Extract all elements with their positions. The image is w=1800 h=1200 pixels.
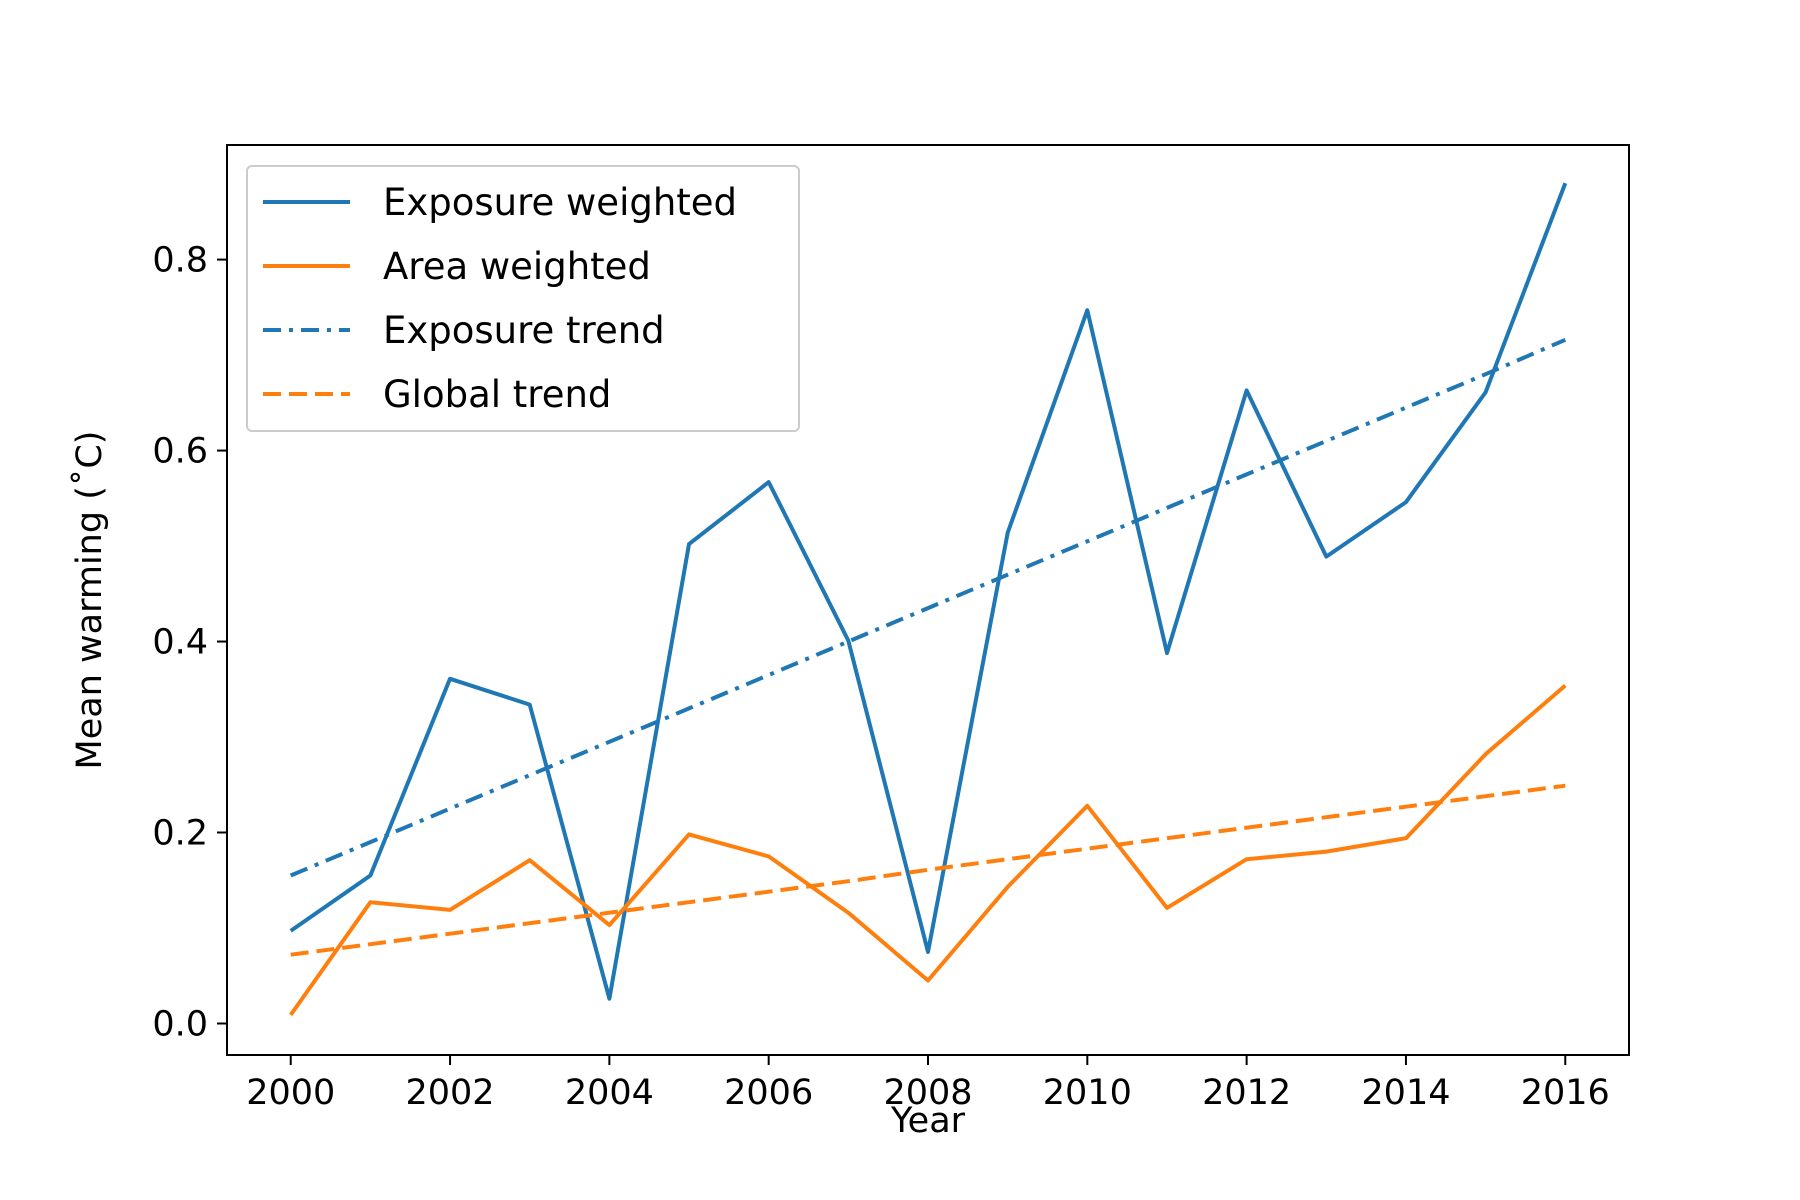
x-tick-label: 2006 <box>724 1073 813 1113</box>
legend-box <box>246 165 800 432</box>
x-tick-label: 2014 <box>1361 1073 1450 1113</box>
series-layer <box>289 182 1568 1017</box>
x-tick-label: 2000 <box>246 1073 335 1113</box>
y-tick-label: 0.6 <box>152 432 208 472</box>
y-axis-label: Mean warming (˚C) <box>69 431 110 770</box>
x-axis: 2000 2002 2004 2006 2008 2010 2012 2014 2016 <box>246 1055 1610 1113</box>
x-tick-label: 2016 <box>1521 1073 1610 1113</box>
x-tick-label: 2004 <box>565 1073 654 1113</box>
legend-label-3: Exposure trend <box>383 309 665 352</box>
y-tick-label: 0.8 <box>152 241 208 281</box>
y-axis: 0.0 0.2 0.4 0.6 0.8 <box>152 241 227 1044</box>
series-line-4 <box>290 783 1566 957</box>
x-tick-label: 2008 <box>883 1073 972 1113</box>
series-line-2 <box>289 683 1567 1017</box>
legend-label-1: Exposure weighted <box>383 181 737 224</box>
legend-label-4: Global trend <box>383 373 611 416</box>
x-tick-label: 2010 <box>1043 1073 1132 1113</box>
legend: Exposure weighted Area weighted Exposure t… <box>246 165 800 432</box>
y-tick-label: 0.2 <box>152 814 208 854</box>
series-line-3 <box>289 337 1567 878</box>
y-tick-label: 0.0 <box>152 1004 208 1044</box>
y-tick-label: 0.4 <box>152 623 208 663</box>
x-tick-label: 2012 <box>1202 1073 1291 1113</box>
x-tick-label: 2002 <box>406 1073 495 1113</box>
series-line-1 <box>289 182 1568 1001</box>
legend-label-2: Area weighted <box>383 245 651 288</box>
x-axis-label: Year <box>890 1101 966 1141</box>
